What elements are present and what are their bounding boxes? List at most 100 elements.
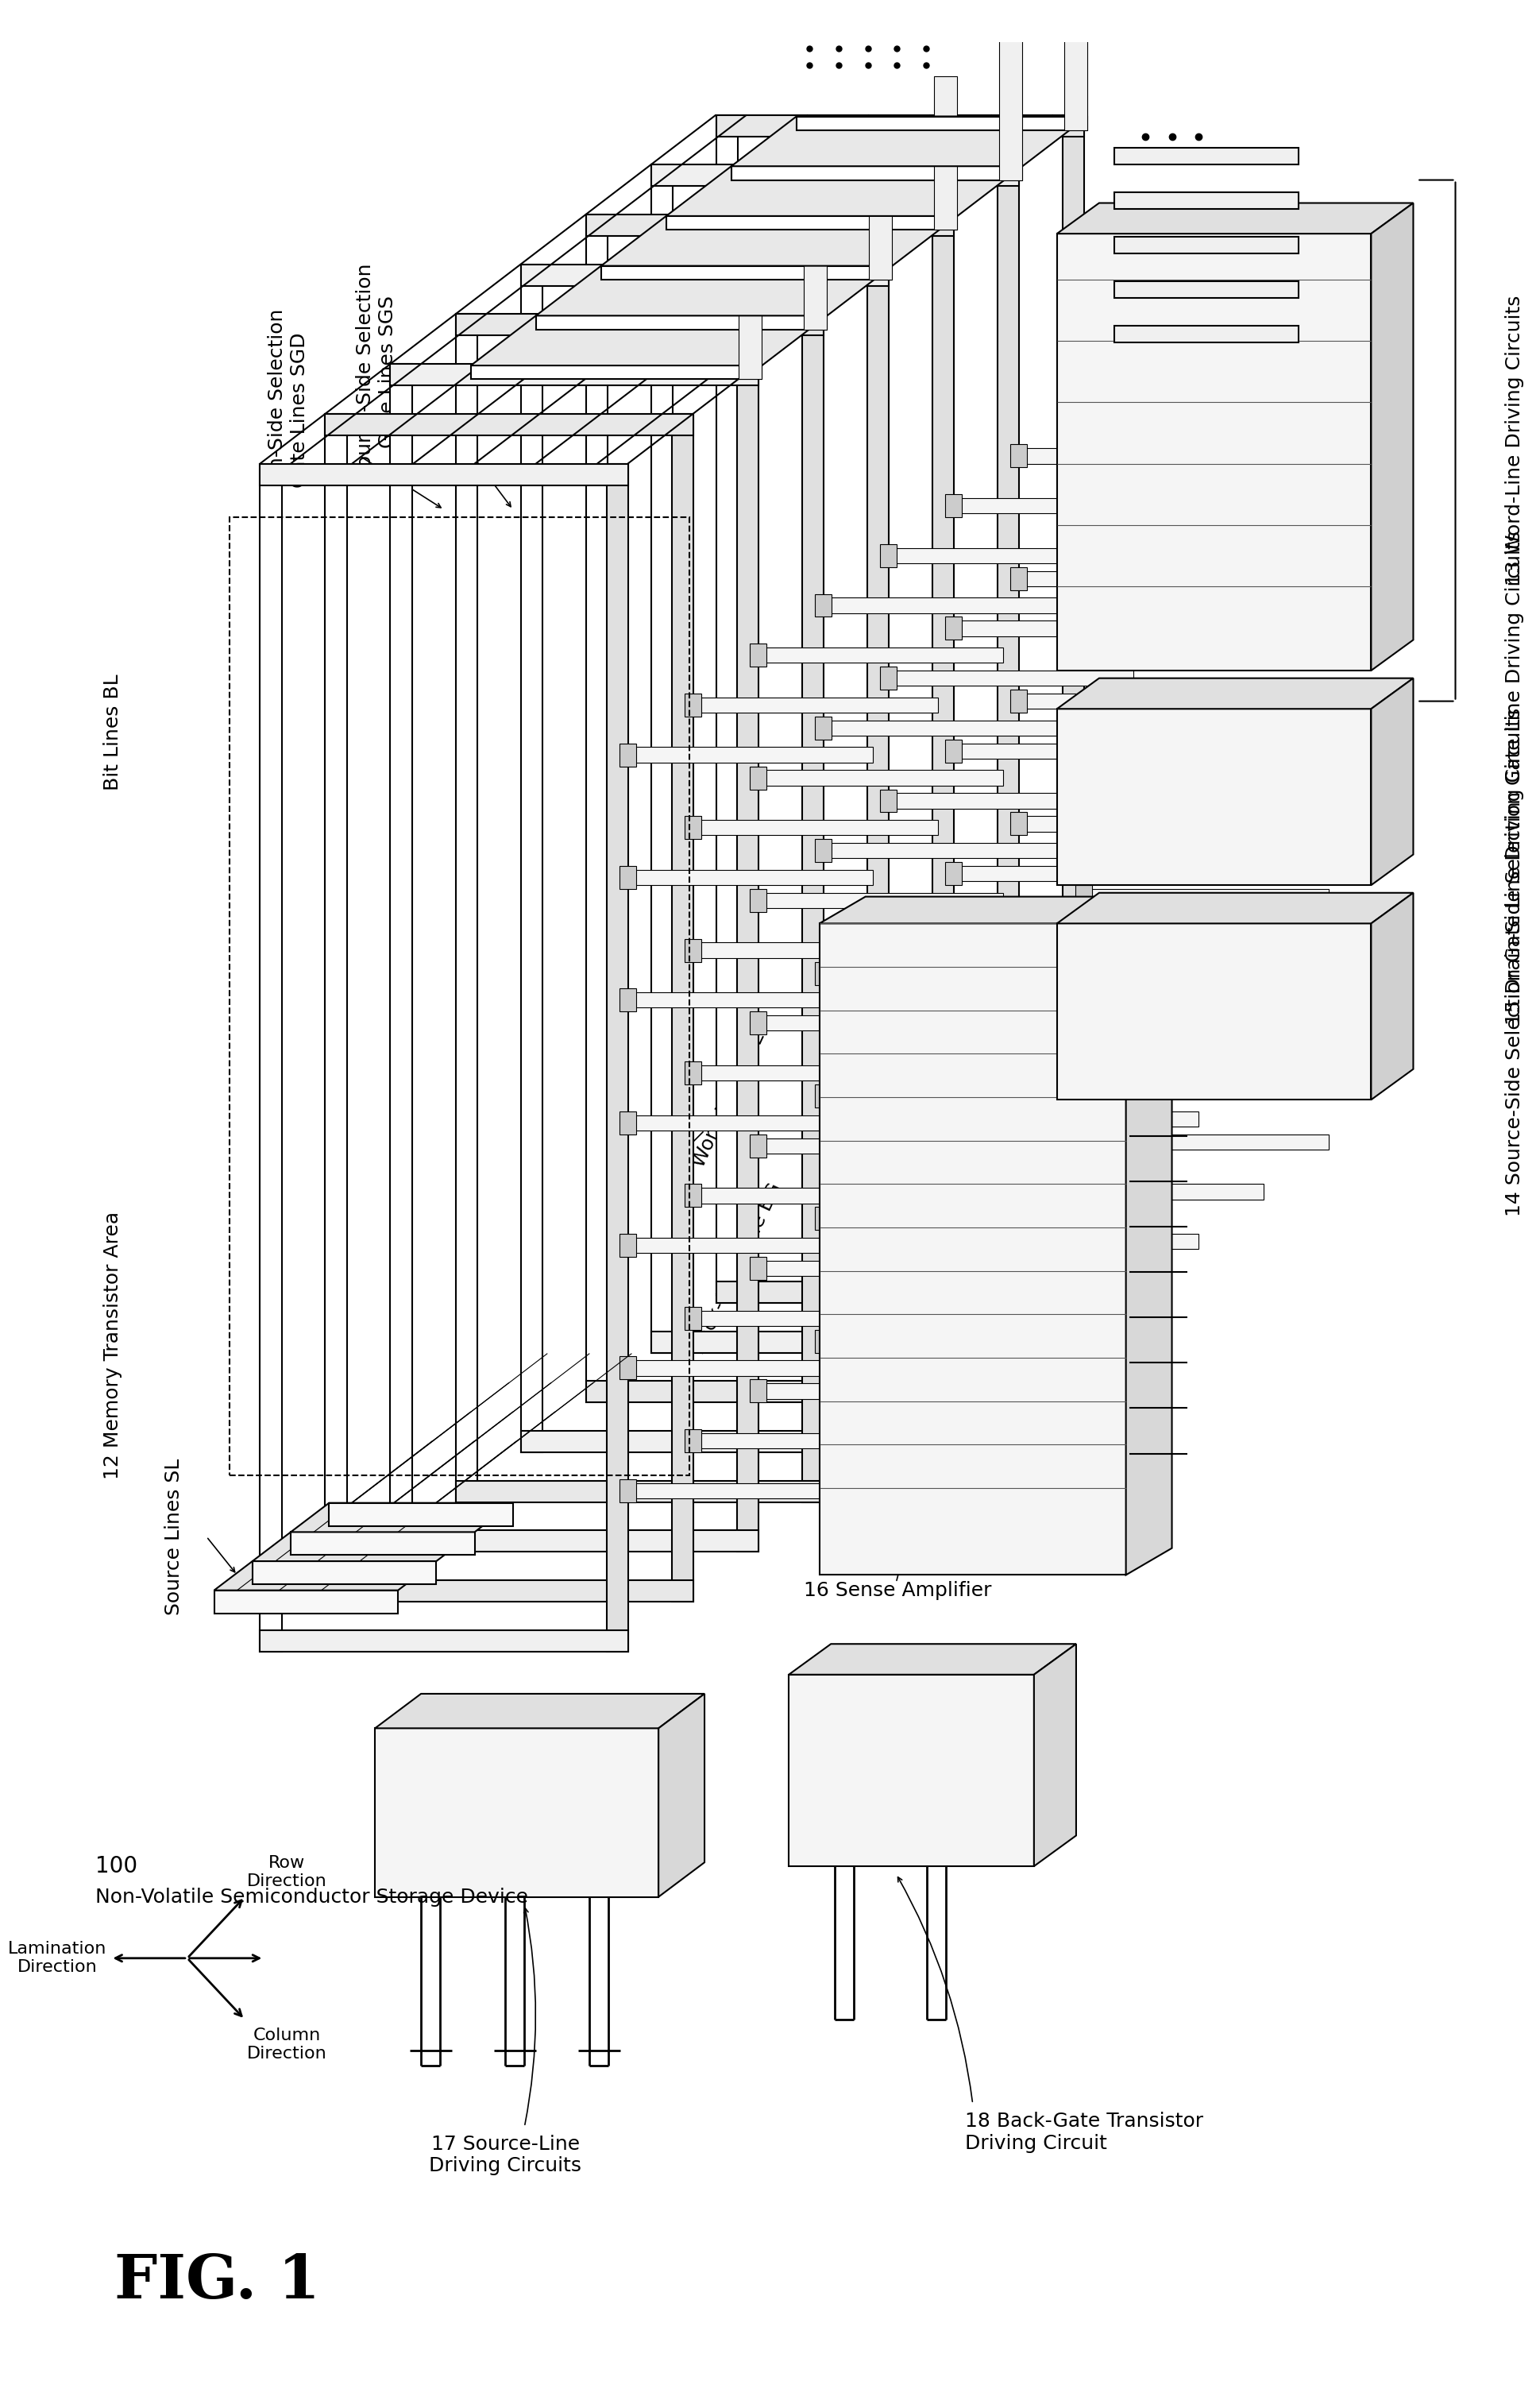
Polygon shape (1126, 897, 1172, 1574)
Polygon shape (1056, 234, 1371, 670)
Text: 14 Source-Side Selection Gate Line Driving Circuits: 14 Source-Side Selection Gate Line Drivi… (1505, 708, 1523, 1216)
Polygon shape (1010, 1181, 1027, 1202)
Polygon shape (1083, 1011, 1329, 1028)
Polygon shape (815, 716, 832, 739)
Polygon shape (815, 961, 832, 985)
Polygon shape (944, 1231, 961, 1252)
Polygon shape (585, 215, 953, 236)
Polygon shape (665, 217, 956, 229)
Polygon shape (585, 1381, 953, 1402)
Polygon shape (628, 992, 873, 1009)
Polygon shape (585, 215, 607, 1402)
Polygon shape (650, 1331, 1018, 1352)
Polygon shape (536, 265, 892, 315)
Polygon shape (693, 1066, 938, 1080)
Polygon shape (750, 1379, 767, 1402)
Polygon shape (889, 549, 1133, 563)
Text: 17 Source-Line
Driving Circuits: 17 Source-Line Driving Circuits (428, 2135, 581, 2175)
Polygon shape (1083, 766, 1329, 782)
Polygon shape (879, 544, 896, 568)
Polygon shape (325, 413, 693, 434)
Polygon shape (732, 167, 1023, 179)
Polygon shape (619, 1233, 636, 1257)
Polygon shape (619, 1479, 636, 1503)
Polygon shape (1010, 568, 1027, 589)
Polygon shape (732, 117, 1087, 167)
Polygon shape (932, 215, 953, 1402)
Polygon shape (658, 1693, 704, 1896)
Polygon shape (889, 1161, 1133, 1176)
Polygon shape (1371, 203, 1412, 670)
Polygon shape (650, 165, 1018, 186)
Polygon shape (953, 744, 1198, 758)
Polygon shape (1083, 520, 1329, 537)
Polygon shape (253, 1531, 474, 1562)
Polygon shape (260, 463, 282, 1650)
Polygon shape (758, 770, 1003, 785)
Polygon shape (1056, 708, 1371, 885)
Polygon shape (815, 1207, 832, 1231)
Polygon shape (456, 315, 822, 336)
Text: 16 Sense Amplifier: 16 Sense Amplifier (804, 1581, 992, 1600)
Polygon shape (214, 1562, 436, 1591)
Polygon shape (260, 463, 628, 484)
Polygon shape (1075, 518, 1092, 541)
Polygon shape (953, 1111, 1198, 1126)
Polygon shape (879, 789, 896, 813)
Polygon shape (601, 217, 956, 265)
Polygon shape (1033, 1643, 1075, 1865)
Polygon shape (650, 165, 671, 1352)
Text: 18 Back-Gate Transistor
Driving Circuit: 18 Back-Gate Transistor Driving Circuit (964, 2111, 1203, 2154)
Polygon shape (758, 1138, 1003, 1154)
Polygon shape (1113, 236, 1298, 253)
Polygon shape (953, 990, 1198, 1004)
Text: Source-Side Selection
Gate Lines SGS: Source-Side Selection Gate Lines SGS (356, 262, 397, 479)
Polygon shape (628, 1359, 873, 1376)
Polygon shape (330, 1503, 513, 1526)
Polygon shape (1113, 327, 1298, 343)
Polygon shape (944, 1107, 961, 1130)
Polygon shape (822, 1088, 1067, 1104)
Polygon shape (944, 494, 961, 518)
Polygon shape (750, 1257, 767, 1281)
Polygon shape (889, 1037, 1133, 1054)
Polygon shape (750, 644, 767, 668)
Polygon shape (788, 1643, 1075, 1674)
Polygon shape (815, 594, 832, 618)
Text: 12 Memory Transistor Area: 12 Memory Transistor Area (103, 1212, 122, 1479)
Text: 15 Drain-Side Selection Gate Line Driving Circuits: 15 Drain-Side Selection Gate Line Drivin… (1505, 532, 1523, 1026)
Polygon shape (628, 1483, 873, 1498)
Polygon shape (1010, 813, 1027, 835)
Polygon shape (536, 315, 827, 329)
Polygon shape (944, 618, 961, 639)
Polygon shape (374, 1693, 704, 1729)
Polygon shape (1075, 639, 1092, 663)
Polygon shape (953, 866, 1198, 882)
Text: Word Lines WL: Word Lines WL (688, 1030, 768, 1171)
Polygon shape (1075, 763, 1092, 785)
Polygon shape (1075, 885, 1092, 909)
Polygon shape (819, 897, 1172, 923)
Polygon shape (758, 1262, 1003, 1276)
Polygon shape (693, 942, 938, 959)
Polygon shape (819, 923, 1126, 1574)
Polygon shape (889, 1283, 1133, 1300)
Polygon shape (1010, 444, 1027, 467)
Polygon shape (815, 1085, 832, 1107)
Polygon shape (1018, 570, 1263, 587)
Polygon shape (750, 1135, 767, 1157)
Text: Source Lines SL: Source Lines SL (165, 1457, 183, 1615)
Text: FIG. 1: FIG. 1 (114, 2251, 320, 2311)
Polygon shape (684, 1183, 701, 1207)
Polygon shape (716, 1281, 1083, 1302)
Polygon shape (1371, 892, 1412, 1099)
Polygon shape (619, 866, 636, 890)
Polygon shape (716, 114, 1083, 136)
Polygon shape (1056, 203, 1412, 234)
Polygon shape (684, 1429, 701, 1452)
Text: Bit Lines BL: Bit Lines BL (103, 673, 122, 789)
Polygon shape (822, 1333, 1067, 1350)
Polygon shape (889, 916, 1133, 930)
Polygon shape (671, 413, 693, 1603)
Polygon shape (758, 892, 1003, 909)
